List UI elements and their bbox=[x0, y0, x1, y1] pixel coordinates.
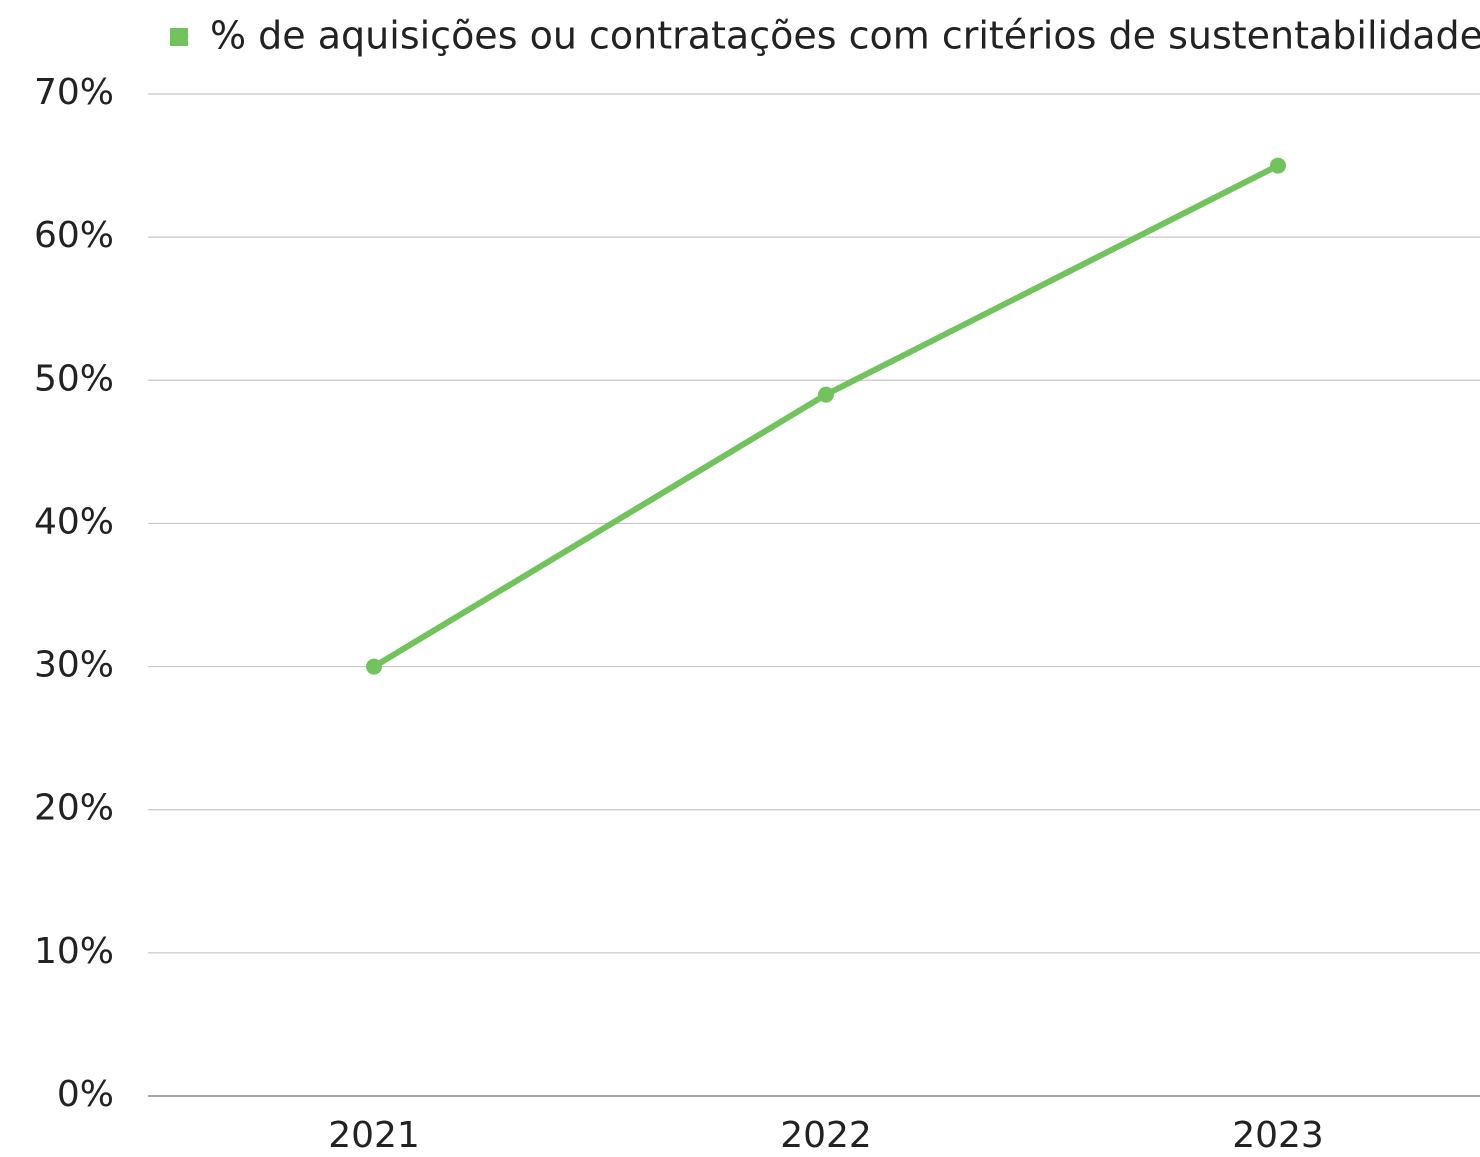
y-tick-label: 70% bbox=[34, 72, 114, 113]
y-tick-label: 40% bbox=[34, 501, 114, 542]
y-tick-label: 50% bbox=[34, 358, 114, 399]
line bbox=[372, 162, 1280, 670]
y-tick-label: 20% bbox=[34, 788, 114, 829]
legend-swatch bbox=[170, 28, 188, 46]
y-tick-label: 60% bbox=[34, 215, 114, 256]
y-tick-label: 10% bbox=[34, 931, 114, 972]
legend-label: % de aquisições ou contratações com crit… bbox=[210, 14, 1480, 58]
point bbox=[366, 658, 382, 675]
x-tick-label: 2022 bbox=[780, 1115, 872, 1156]
point bbox=[818, 386, 834, 403]
point bbox=[1270, 157, 1286, 174]
x-tick-label: 2021 bbox=[328, 1115, 420, 1156]
x-tick-label: 2023 bbox=[1232, 1115, 1324, 1156]
y-tick-label: 30% bbox=[34, 645, 114, 686]
y-tick-label: 0% bbox=[57, 1074, 114, 1115]
